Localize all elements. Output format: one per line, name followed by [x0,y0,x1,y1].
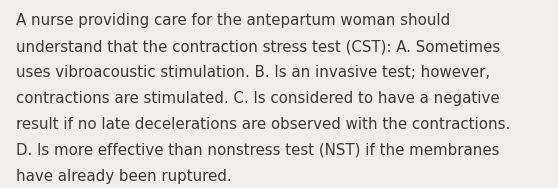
Text: uses vibroacoustic stimulation. B. Is an invasive test; however,: uses vibroacoustic stimulation. B. Is an… [16,65,490,80]
Text: understand that the contraction stress test (CST): A. Sometimes: understand that the contraction stress t… [16,39,500,54]
Text: A nurse providing care for the antepartum woman should: A nurse providing care for the antepartu… [16,13,450,28]
Text: have already been ruptured.: have already been ruptured. [16,169,231,184]
Text: contractions are stimulated. C. Is considered to have a negative: contractions are stimulated. C. Is consi… [16,91,499,106]
Text: D. Is more effective than nonstress test (NST) if the membranes: D. Is more effective than nonstress test… [16,143,499,158]
Text: result if no late decelerations are observed with the contractions.: result if no late decelerations are obse… [16,117,510,132]
